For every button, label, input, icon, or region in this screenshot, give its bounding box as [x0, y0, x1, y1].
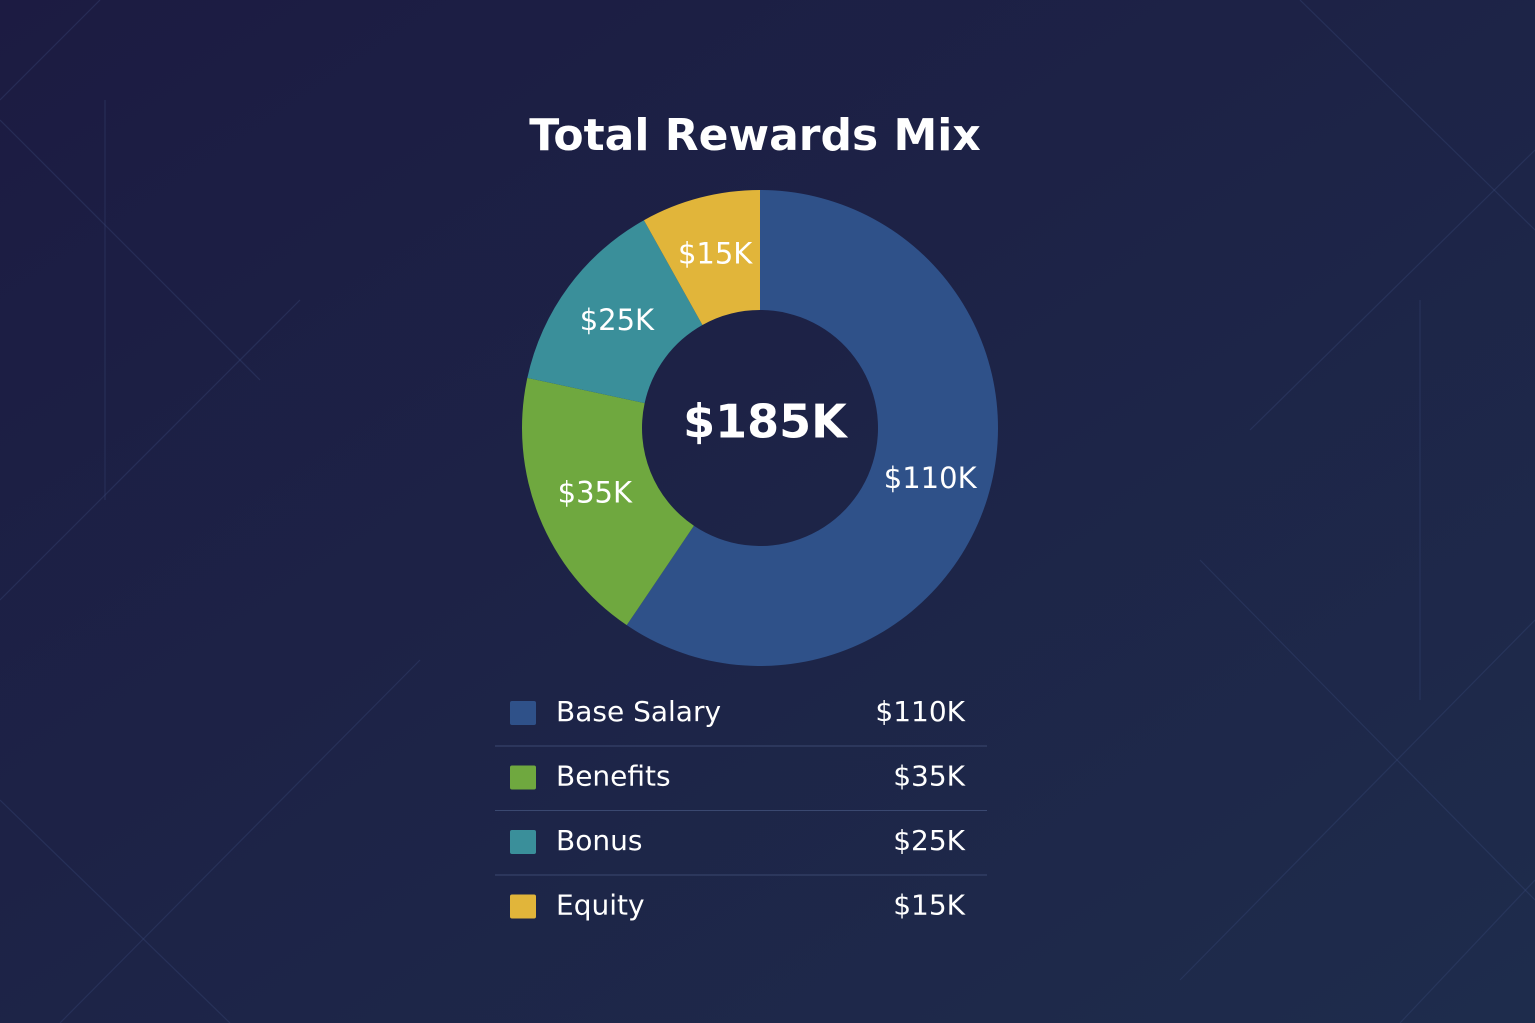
legend-swatch [510, 765, 536, 790]
slice-label: $25K [580, 303, 655, 337]
legend-value: $110K [875, 695, 965, 728]
donut-slice [626, 190, 998, 666]
legend-swatch [510, 894, 536, 919]
donut: $110K $35K $25K $15K [522, 190, 998, 666]
legend: Base Salary $110K Benefits $35K Bonus $25K Equ… [495, 695, 987, 922]
donut-slice [643, 190, 760, 325]
slice-label: $15K [678, 237, 753, 271]
chart-title: Total Rewards Mix [529, 110, 981, 161]
legend-swatch [510, 830, 536, 854]
legend-value: $35K [893, 760, 965, 793]
legend-label: Base Salary [556, 695, 721, 728]
legend-label: Equity [556, 889, 645, 922]
center-label: $185K [683, 395, 849, 449]
slice-label: $110K [884, 461, 978, 495]
legend-label: Benefits [556, 760, 671, 793]
donut-slice [527, 220, 703, 404]
legend-label: Bonus [556, 824, 642, 857]
donut-slice [522, 377, 694, 626]
legend-swatch [510, 701, 536, 725]
legend-value: $25K [893, 824, 965, 857]
legend-value: $15K [893, 889, 965, 922]
slice-label: $35K [558, 475, 633, 509]
